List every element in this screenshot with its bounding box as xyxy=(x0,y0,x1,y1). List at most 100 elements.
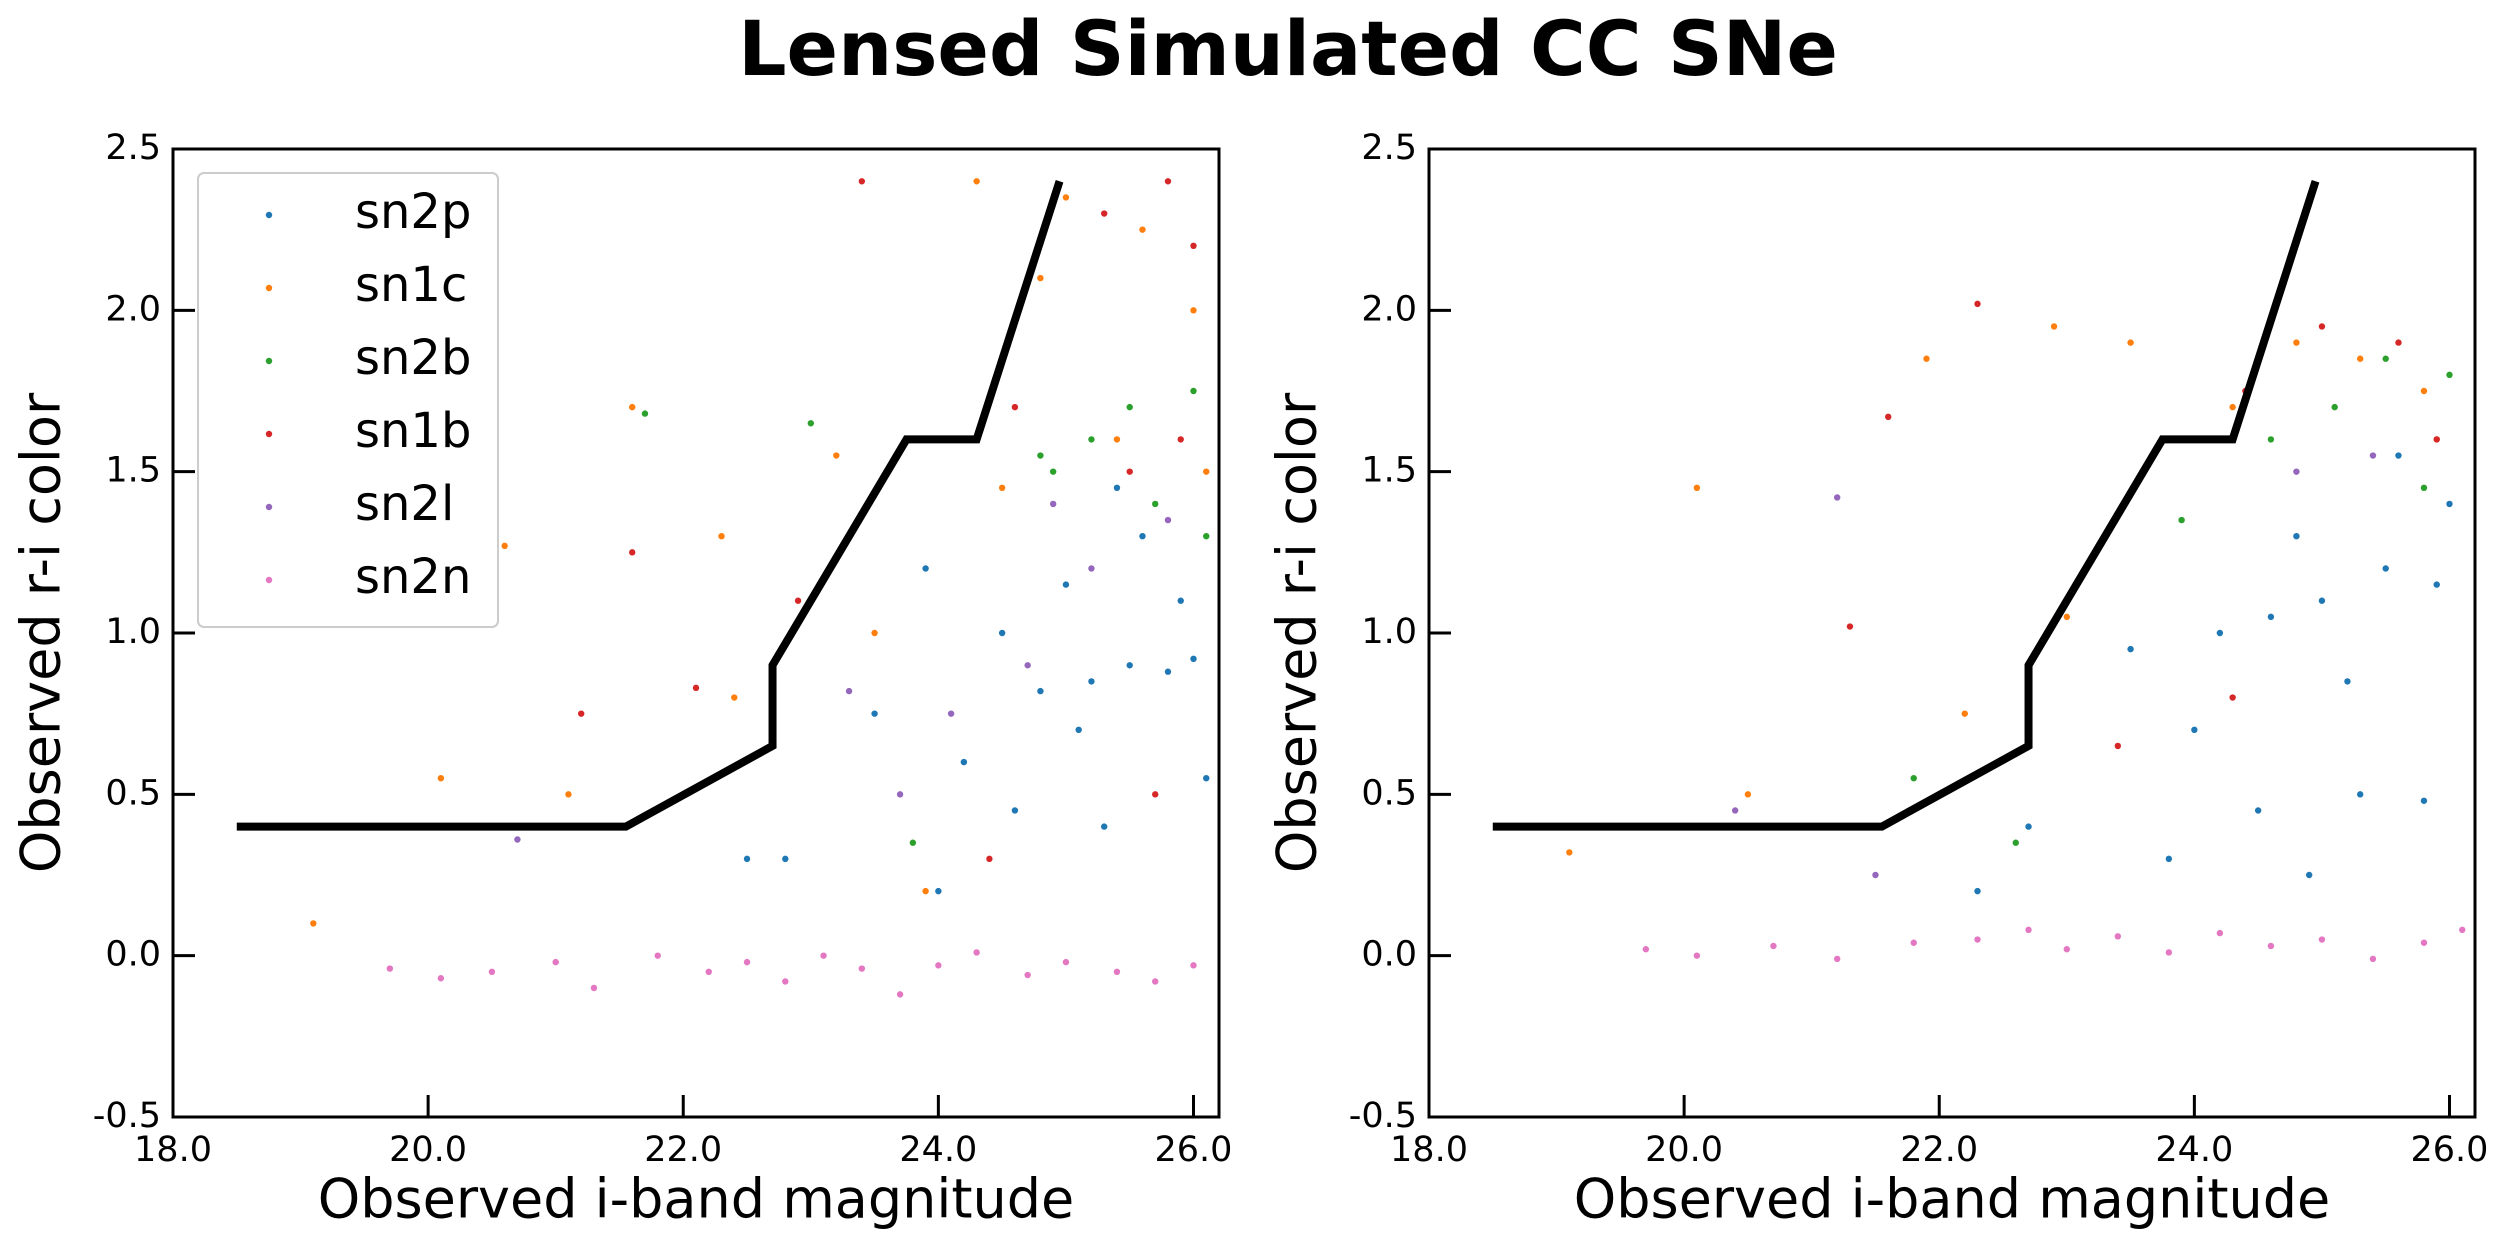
data-point xyxy=(2420,387,2428,395)
data-point xyxy=(2114,933,2122,940)
x-axis-label: Observed i-band magnitude xyxy=(318,1168,1075,1231)
data-point xyxy=(1062,194,1070,201)
data-point xyxy=(488,968,496,975)
data-point xyxy=(1037,687,1044,695)
data-point xyxy=(1833,955,1841,963)
data-point xyxy=(590,984,598,992)
data-point xyxy=(2382,565,2389,572)
x-tick-label: 20.0 xyxy=(1645,1130,1723,1170)
data-point xyxy=(731,694,738,701)
x-tick-label: 22.0 xyxy=(1900,1130,1978,1170)
data-point xyxy=(2433,581,2440,588)
data-point xyxy=(2395,339,2402,346)
data-point xyxy=(1164,178,1172,185)
data-point xyxy=(896,791,904,798)
data-point xyxy=(2305,871,2313,879)
data-point xyxy=(654,952,661,959)
data-point xyxy=(986,855,993,863)
data-point xyxy=(2012,839,2019,846)
data-point xyxy=(565,791,572,798)
data-point xyxy=(2191,726,2198,733)
data-point xyxy=(1126,468,1133,475)
data-point xyxy=(820,952,827,959)
data-point xyxy=(1152,978,1159,985)
data-point xyxy=(998,629,1006,637)
y-tick-label: 1.5 xyxy=(105,451,161,491)
data-point xyxy=(629,403,636,411)
data-point xyxy=(1190,307,1197,314)
legend-label: sn2l xyxy=(355,476,454,532)
data-point xyxy=(1126,403,1133,411)
data-point xyxy=(2318,936,2326,943)
data-point xyxy=(2267,613,2275,621)
data-point xyxy=(1974,887,1981,895)
legend-marker xyxy=(265,284,273,292)
data-point xyxy=(2293,468,2300,475)
data-point xyxy=(973,178,980,185)
data-point xyxy=(794,597,802,604)
data-point xyxy=(386,965,394,972)
y-tick-label: 0.0 xyxy=(1361,935,1417,975)
data-point xyxy=(2178,516,2185,524)
y-axis-label: Observed r-i color xyxy=(10,392,73,873)
data-point xyxy=(2165,949,2173,956)
data-point xyxy=(2063,613,2071,621)
y-tick-label: -0.5 xyxy=(93,1096,161,1136)
data-point xyxy=(1190,242,1197,249)
y-tick-label: 2.5 xyxy=(105,128,161,168)
selection-cut-line xyxy=(236,180,1064,831)
data-point xyxy=(1642,946,1650,953)
data-point xyxy=(1126,662,1133,669)
data-point xyxy=(577,710,585,717)
data-point xyxy=(858,965,866,972)
data-point xyxy=(960,758,968,766)
data-point xyxy=(1113,436,1121,443)
data-point xyxy=(1177,436,1184,443)
y-tick-label: 0.5 xyxy=(1361,773,1417,813)
data-point xyxy=(2293,533,2300,540)
data-point xyxy=(2229,694,2236,701)
y-tick-label: 0.0 xyxy=(105,935,161,975)
data-point xyxy=(1011,807,1019,814)
data-point xyxy=(2216,929,2224,937)
data-point xyxy=(743,958,751,966)
data-point xyxy=(871,710,878,717)
data-point xyxy=(552,958,559,966)
data-point xyxy=(2127,339,2134,346)
x-tick-label: 24.0 xyxy=(2155,1130,2233,1170)
data-point xyxy=(2293,339,2300,346)
selection-cut-line xyxy=(1492,180,2320,831)
data-point xyxy=(909,839,917,846)
data-point xyxy=(845,687,853,695)
legend: sn2p sn1c sn2b sn1b sn2l sn2n xyxy=(197,172,499,628)
data-point xyxy=(1088,678,1095,685)
data-point xyxy=(1139,533,1146,540)
data-point xyxy=(922,565,929,572)
data-point xyxy=(2063,946,2071,953)
panel: 18.0 20.0 22.0 24.0 26.0 -0.5 0.0 0.5 1.0 1.5 2.0 2… xyxy=(10,128,1233,1231)
data-point xyxy=(2229,403,2236,411)
data-point xyxy=(1974,300,1981,308)
data-point xyxy=(1190,387,1197,395)
y-tick-label: 1.0 xyxy=(1361,612,1417,652)
y-tick-label: 1.5 xyxy=(1361,451,1417,491)
data-point xyxy=(833,452,840,459)
data-point xyxy=(922,887,929,895)
y-axis-label: Observed r-i color xyxy=(1266,392,1329,873)
data-point xyxy=(935,887,942,895)
data-point xyxy=(641,410,649,417)
data-point xyxy=(2420,939,2428,946)
data-point xyxy=(1113,484,1121,491)
data-point xyxy=(1923,355,1930,362)
data-point xyxy=(501,542,508,550)
y-tick-label: 0.5 xyxy=(105,773,161,813)
data-point xyxy=(1770,942,1777,950)
legend-marker xyxy=(265,357,273,365)
data-point xyxy=(743,855,751,863)
data-point xyxy=(2267,942,2275,950)
data-point xyxy=(2433,436,2440,443)
data-point xyxy=(2318,323,2326,330)
data-point xyxy=(1062,958,1070,966)
data-point xyxy=(1037,274,1044,282)
data-point xyxy=(1177,597,1184,604)
